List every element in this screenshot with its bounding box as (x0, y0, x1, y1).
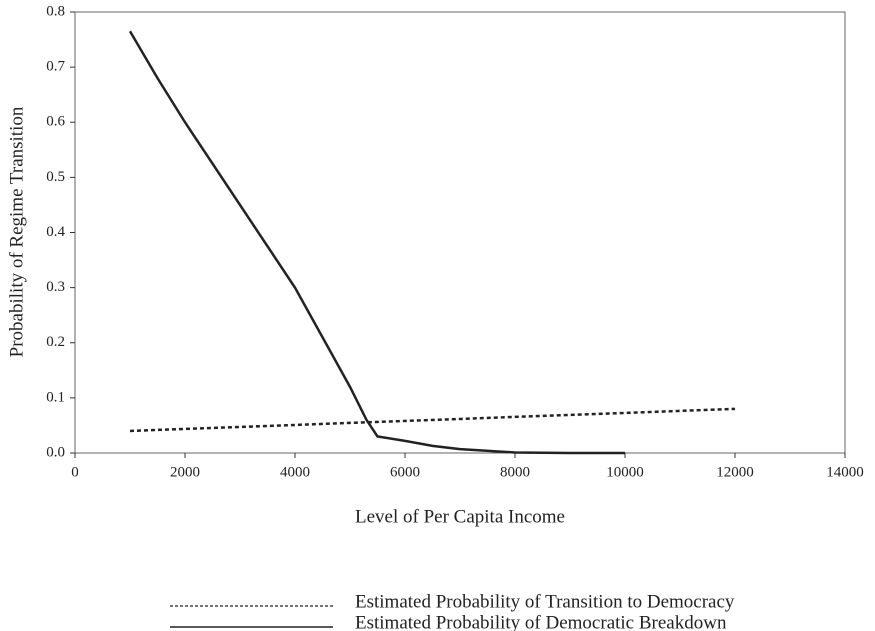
x-tick-label: 0 (71, 464, 79, 480)
y-tick-label: 0.0 (46, 444, 65, 460)
x-tick-label: 14000 (826, 464, 864, 480)
x-tick-label: 8000 (500, 464, 530, 480)
y-tick-label: 0.5 (46, 169, 65, 185)
x-tick-label: 10000 (606, 464, 644, 480)
x-tick-label: 2000 (170, 464, 200, 480)
legend-label: Estimated Probability of Democratic Brea… (355, 612, 727, 631)
x-tick-label: 12000 (716, 464, 754, 480)
plot-frame (74, 11, 846, 454)
y-tick-label: 0.7 (46, 59, 65, 75)
line (128, 30, 625, 455)
line (129, 407, 736, 433)
legend-label: Estimated Probability of Transition to D… (355, 591, 735, 612)
y-axis-label: Probability of Regime Transition (6, 106, 27, 357)
x-tick-label: 4000 (280, 464, 310, 480)
y-tick-label: 0.8 (46, 3, 65, 19)
y-tick-label: 0.2 (46, 334, 65, 350)
y-tick-label: 0.3 (46, 279, 65, 295)
x-axis-label: Level of Per Capita Income (355, 506, 565, 527)
y-tick-label: 0.1 (46, 389, 65, 405)
y-tick-label: 0.4 (46, 224, 65, 240)
x-tick-label: 6000 (390, 464, 420, 480)
y-tick-label: 0.6 (46, 114, 65, 130)
